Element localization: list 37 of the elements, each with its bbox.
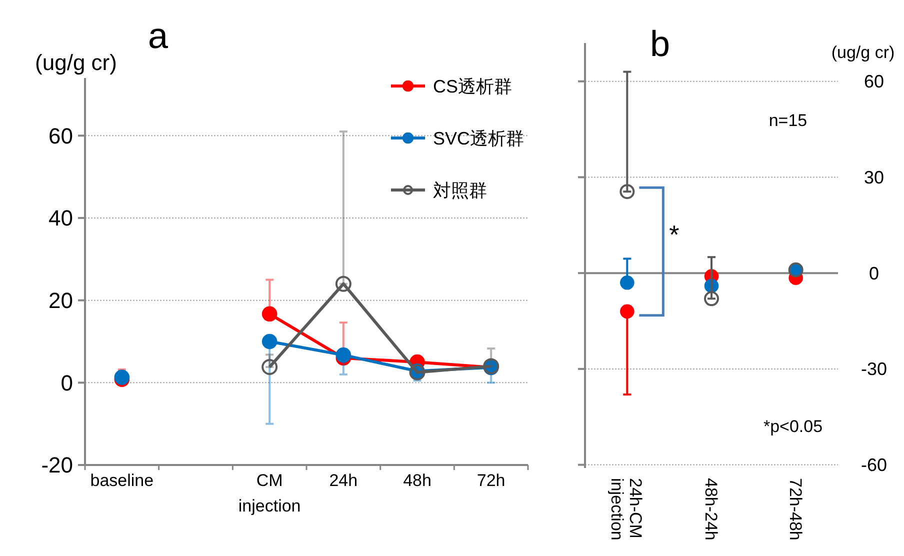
point [262,306,278,322]
y-tick-label: -30 [860,359,888,380]
x-tick-label: 24h [329,471,358,490]
x-tick-label: baseline [90,471,154,490]
y-axis-title: (ug/g cr) [831,43,895,62]
point [620,276,634,290]
legend-label: 対照群 [433,180,487,200]
annotation: n=15 [768,111,808,130]
y-tick-label: -60 [860,455,888,476]
point [335,276,352,292]
point [620,184,635,200]
y-tick-label: -20 [41,452,73,478]
x-tick-label: 48h [403,471,432,490]
y-axis-title: (ug/g cr) [35,50,117,75]
y-tick-label: 30 [864,168,884,188]
legend-label: SVC透析群 [433,128,524,148]
annotation: * [669,220,680,250]
y-tick-label: 0 [60,370,73,396]
x-tick-label: 72h-48h [786,478,805,540]
y-tick-label: 0 [868,263,880,284]
y-tick-label: 20 [48,288,73,314]
legend-label: CS透析群 [433,76,512,96]
x-tick-label: CM injection [238,471,301,516]
chart-title: a [148,15,169,56]
point [704,291,719,306]
annotation: *p<0.05 [763,417,823,436]
y-tick-label: 60 [864,72,884,92]
x-tick-label: 48h-24h [702,478,721,540]
point [262,334,278,350]
x-tick-label: 72h [476,471,506,490]
y-tick-label: 40 [48,206,73,231]
point [620,304,634,319]
point [262,359,278,376]
y-tick-label: 60 [48,123,73,148]
chart-title: b [650,23,670,64]
x-tick-label: 24h-CM injection [608,478,646,540]
point [336,347,352,363]
